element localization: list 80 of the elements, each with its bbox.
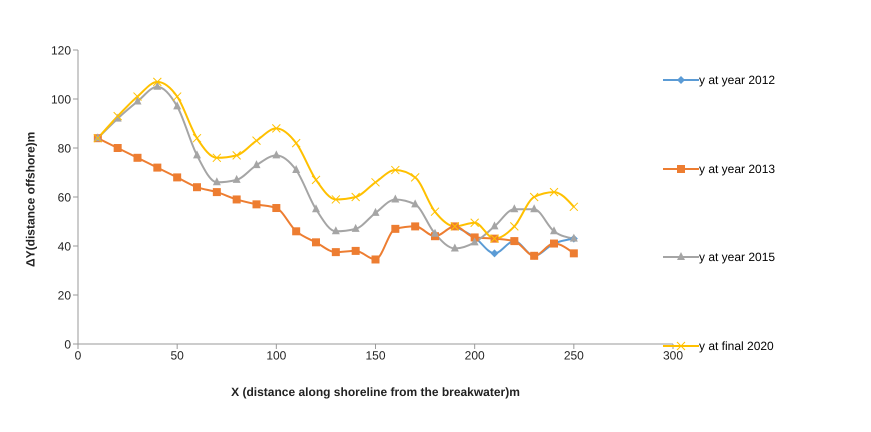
point	[134, 96, 142, 104]
point	[490, 249, 498, 258]
x-tick-label: 150	[365, 348, 386, 363]
point	[351, 192, 360, 202]
point	[292, 138, 301, 148]
point	[212, 177, 221, 186]
point	[292, 165, 300, 174]
point	[332, 248, 340, 256]
point	[371, 178, 380, 187]
y-tick-label: 40	[58, 239, 72, 254]
point	[272, 150, 280, 158]
point	[312, 204, 320, 212]
point	[569, 202, 578, 212]
point	[510, 204, 518, 212]
point	[391, 224, 400, 233]
point	[193, 150, 201, 158]
point	[530, 204, 538, 212]
y-axis-title: ΔY(distance offshore)m	[23, 132, 38, 267]
point	[450, 243, 459, 252]
point	[550, 226, 558, 234]
point	[252, 200, 260, 208]
point	[232, 195, 241, 204]
point	[411, 199, 420, 208]
point	[332, 226, 340, 234]
point	[212, 153, 222, 162]
point	[470, 218, 480, 228]
y-tick-label: 100	[50, 92, 72, 106]
x-tick-label: 100	[266, 348, 287, 363]
point	[152, 77, 162, 86]
point	[232, 150, 242, 160]
point	[470, 237, 479, 246]
point	[390, 166, 400, 175]
point	[272, 124, 281, 133]
y-tick-label: 120	[50, 43, 72, 58]
point	[153, 82, 162, 90]
y-tick-label: 60	[58, 190, 72, 204]
point	[192, 134, 202, 143]
point	[193, 183, 201, 192]
x-tick-label: 50	[170, 348, 184, 363]
legend-label: y at year 2012	[699, 73, 776, 87]
point	[510, 222, 519, 231]
y-tick-label: 0	[64, 337, 72, 352]
point	[391, 194, 400, 202]
point	[352, 246, 360, 255]
point	[352, 224, 360, 232]
point	[252, 136, 261, 146]
x-tick-label: 200	[464, 348, 485, 363]
point	[134, 154, 142, 162]
point	[372, 255, 380, 264]
point	[292, 227, 300, 236]
point	[312, 175, 320, 184]
point	[430, 207, 440, 216]
point	[530, 192, 539, 202]
legend-label: y at year 2013	[699, 162, 776, 176]
point	[172, 92, 182, 102]
x-tick-label: 250	[564, 348, 584, 363]
x-axis-title: X (distance along shoreline from the breakwater)m	[231, 385, 520, 399]
legend-label: y at final 2020	[699, 338, 774, 353]
point	[411, 222, 420, 230]
point	[410, 172, 420, 182]
point	[372, 208, 380, 216]
point	[173, 173, 182, 182]
point	[212, 188, 221, 196]
point	[272, 204, 280, 212]
point	[173, 101, 182, 110]
point	[114, 144, 122, 152]
point	[570, 249, 578, 258]
point	[232, 174, 241, 183]
point	[550, 188, 558, 197]
point	[252, 160, 260, 168]
y-tick-label: 20	[58, 288, 72, 302]
point	[331, 194, 340, 204]
x-tick-label: 0	[74, 348, 82, 363]
legend-label: y at year 2015	[699, 250, 776, 264]
point	[490, 221, 498, 230]
point	[153, 164, 162, 172]
x-tick-label: 300	[662, 348, 684, 363]
y-tick-label: 80	[58, 141, 72, 156]
point	[312, 238, 320, 246]
point	[431, 228, 439, 237]
